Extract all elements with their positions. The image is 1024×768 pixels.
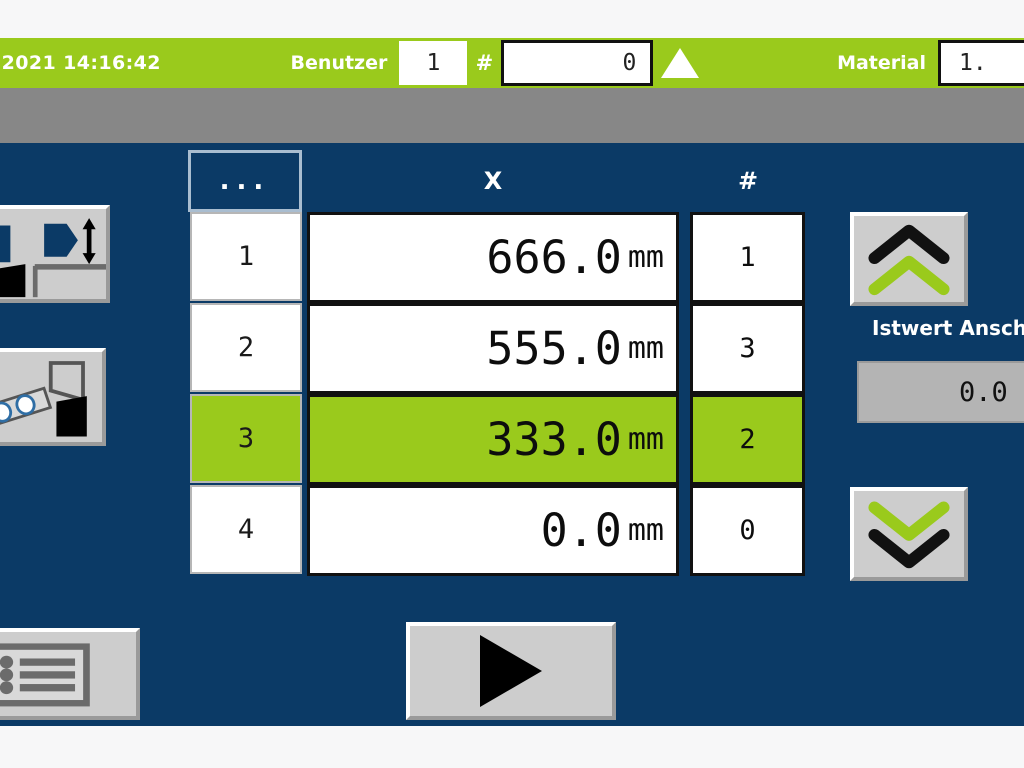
scroll-down-button[interactable] [850, 487, 968, 581]
row-position-unit: mm [627, 240, 664, 275]
row-count-cell[interactable]: 0 [690, 485, 805, 576]
column-header-x: X [483, 167, 503, 195]
sidebar-item-conveyor-feed[interactable] [0, 348, 106, 446]
table-row[interactable]: 4 0.0 mm 0 [188, 485, 806, 576]
statusbar-spacer [161, 38, 279, 88]
row-position-number: 555.0 [486, 322, 622, 375]
row-position-value-cell[interactable]: 555.0 mm [307, 303, 679, 394]
status-bar: .2021 14:16:42 Benutzer 1 # 0 Material 1… [0, 38, 1024, 88]
table-row[interactable]: 3 333.0 mm 2 [188, 394, 806, 485]
row-position-value-cell[interactable]: 666.0 mm [307, 212, 679, 303]
istwert-anschlag-value: 0.0 m [857, 361, 1024, 423]
play-icon [480, 635, 542, 707]
conveyor-feed-icon [0, 352, 102, 442]
hash-label: # [475, 51, 494, 75]
row-index-cell[interactable]: 2 [190, 303, 302, 392]
row-position-value-cell[interactable]: 333.0 mm [307, 394, 679, 485]
triangle-up-icon[interactable] [653, 38, 707, 88]
table-row[interactable]: 2 555.0 mm 3 [188, 303, 806, 394]
sidebar-item-list-view[interactable] [0, 628, 140, 720]
benutzer-label: Benutzer [290, 52, 388, 74]
scroll-up-button[interactable] [850, 212, 968, 306]
hash-value-field[interactable]: 0 [501, 40, 654, 86]
istwert-anschlag-label: Istwert Ansch [872, 316, 1024, 340]
gray-separator-bar [0, 88, 1024, 143]
bottom-white-strip [0, 726, 1024, 768]
list-view-icon [0, 632, 136, 716]
material-label: Material [837, 52, 926, 74]
row-position-value-cell[interactable]: 0.0 mm [307, 485, 679, 576]
row-index-cell[interactable]: 4 [190, 485, 302, 574]
row-position-number: 0.0 [540, 504, 622, 557]
double-chevron-up-icon [854, 216, 964, 302]
row-count-cell[interactable]: 3 [690, 303, 805, 394]
table-options-button[interactable]: ... [188, 150, 302, 212]
benutzer-value-field[interactable]: 1 [399, 41, 468, 85]
start-button[interactable] [406, 622, 616, 720]
row-position-number: 333.0 [486, 413, 622, 466]
double-chevron-down-icon [854, 491, 964, 577]
row-count-cell[interactable]: 2 [690, 394, 805, 485]
datetime-label: .2021 14:16:42 [0, 52, 161, 74]
table-header-row: ... X # [188, 150, 806, 212]
column-header-hash: # [737, 167, 759, 195]
row-index-cell[interactable]: 3 [190, 394, 302, 483]
row-position-unit: mm [627, 513, 664, 548]
top-white-strip [0, 0, 1024, 38]
sidebar-item-stop-height[interactable] [0, 205, 110, 303]
row-position-unit: mm [627, 422, 664, 457]
statusbar-spacer-2 [707, 38, 825, 88]
row-position-unit: mm [627, 331, 664, 366]
table-body: 1 666.0 mm 1 2 555.0 mm 3 3 333.0 mm 2 4 0.0 mm 0 [188, 212, 806, 580]
table-row[interactable]: 1 666.0 mm 1 [188, 212, 806, 303]
row-count-cell[interactable]: 1 [690, 212, 805, 303]
row-position-number: 666.0 [486, 231, 622, 284]
stop-height-icon [0, 209, 106, 299]
material-value-field[interactable]: 1. [938, 40, 1024, 86]
positions-table: ... X # 1 666.0 mm 1 2 555.0 mm 3 3 333.0 mm 2 4 0.0 m… [188, 150, 806, 580]
row-index-cell[interactable]: 1 [190, 212, 302, 301]
